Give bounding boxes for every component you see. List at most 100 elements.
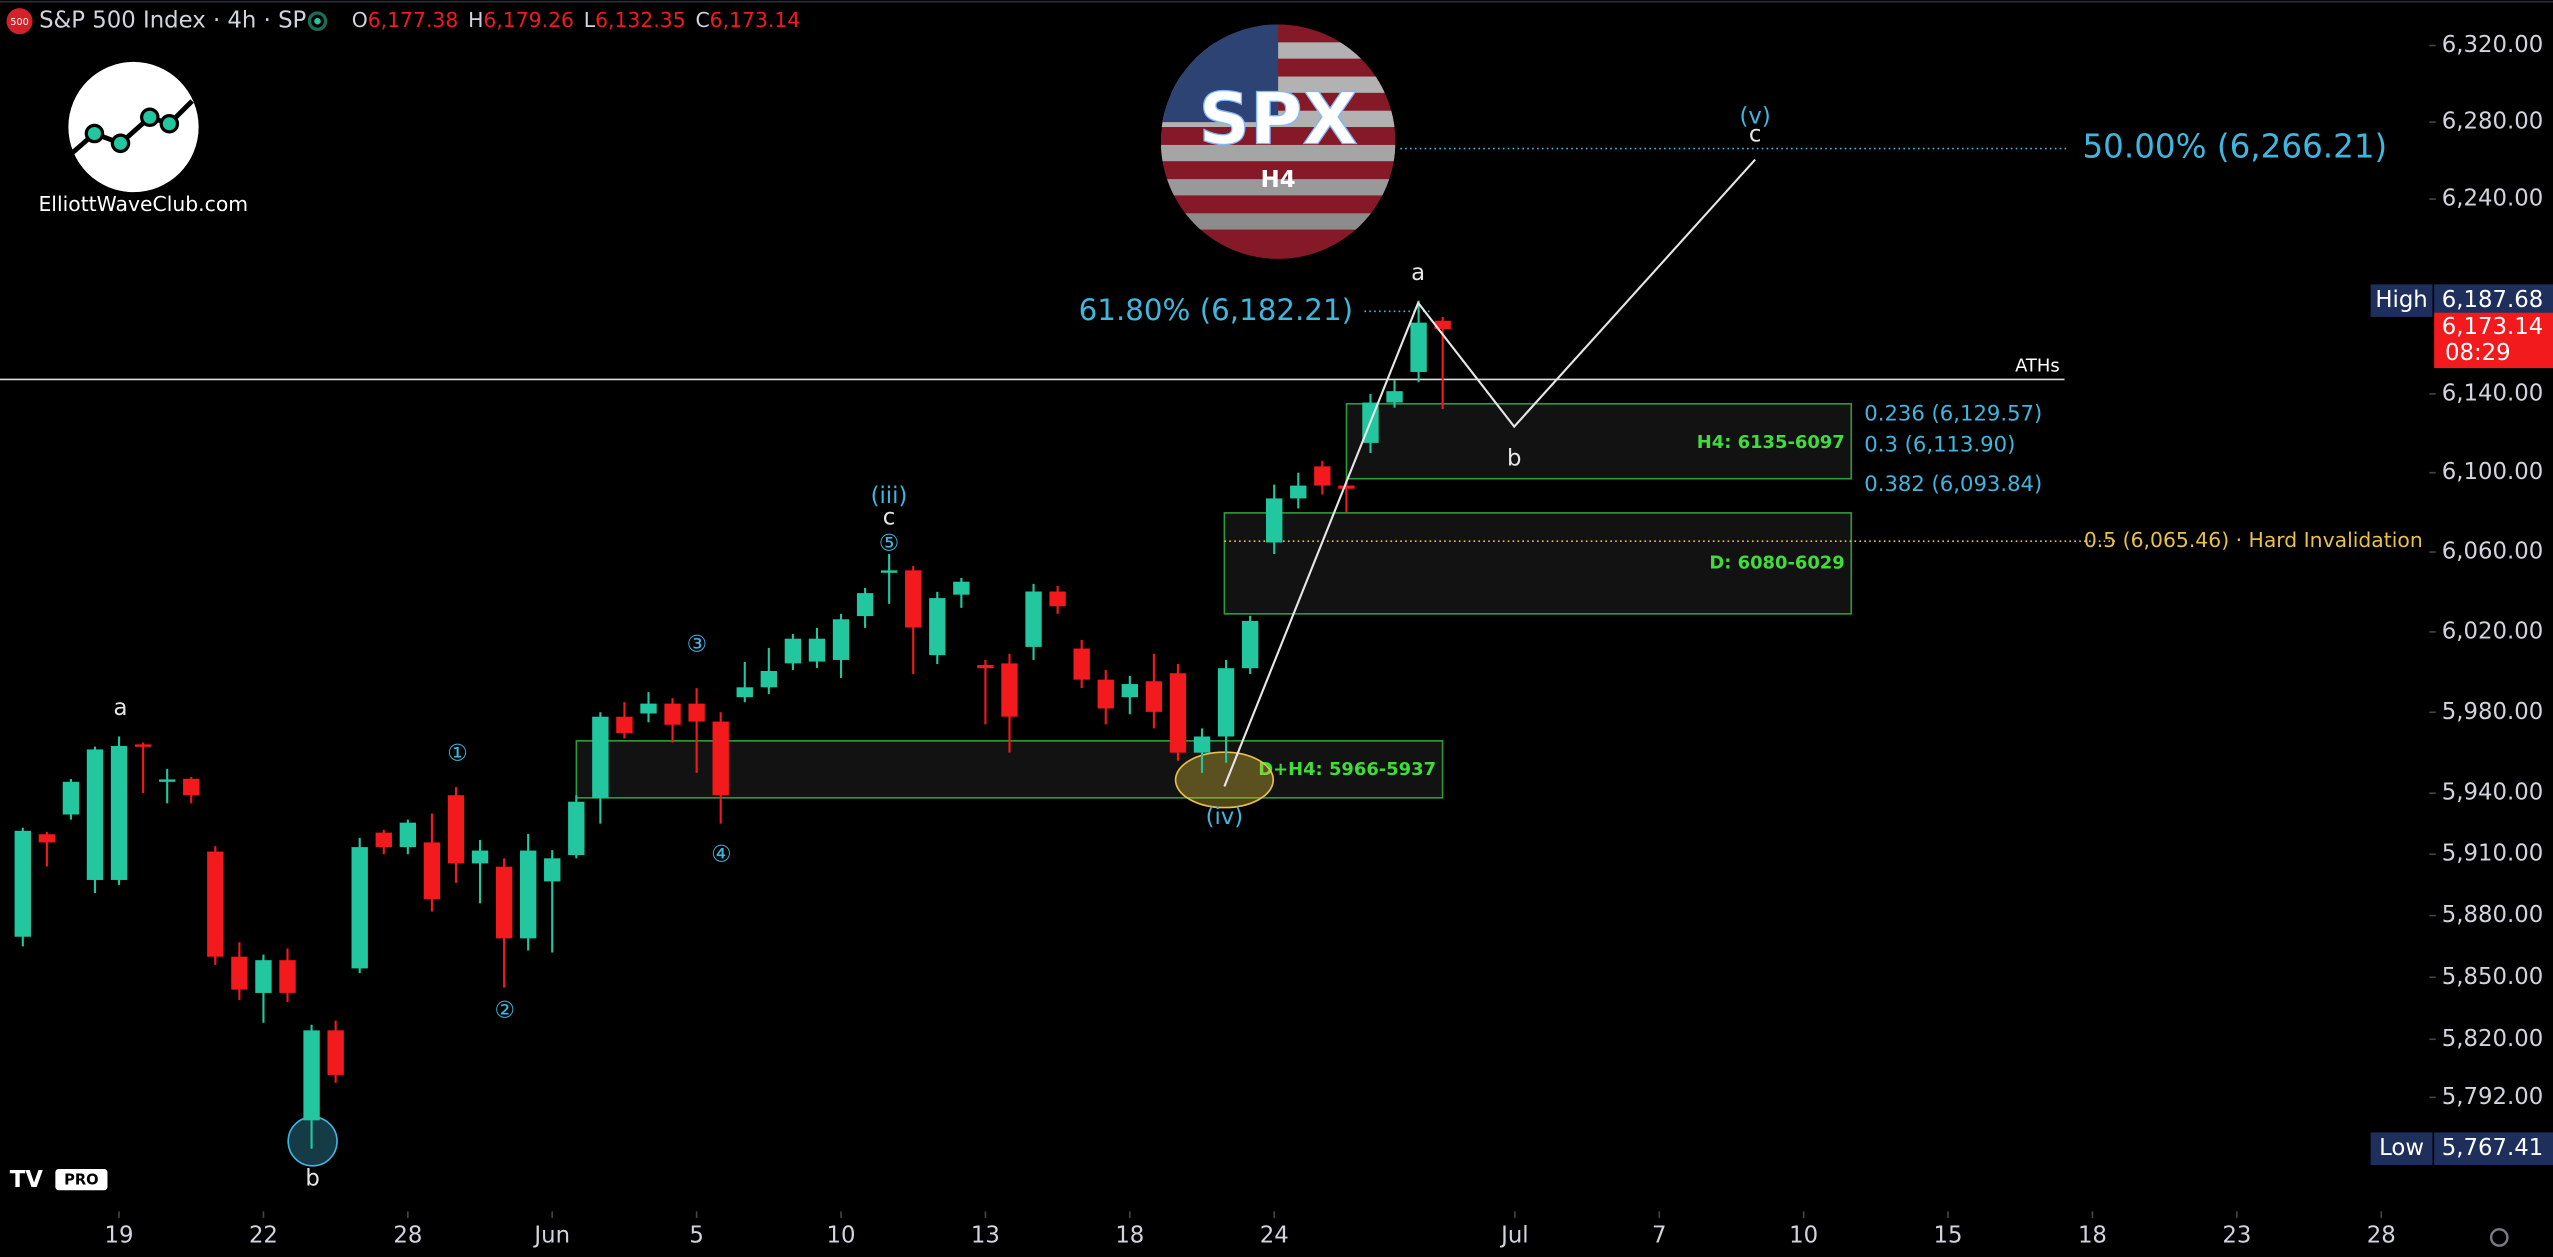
wave-label: ⑤	[879, 530, 899, 556]
candle-body	[760, 671, 778, 688]
price-marker-box	[2370, 1132, 2433, 1165]
y-tick-label: 6,100.00	[2442, 459, 2543, 485]
y-tick-label: 6,140.00	[2442, 380, 2543, 406]
candle-body	[134, 744, 152, 747]
price-marker-value: 6,187.68	[2442, 287, 2543, 313]
candle-body	[905, 570, 922, 628]
y-tick-label: 5,880.00	[2442, 902, 2543, 928]
candle-body	[447, 795, 465, 864]
y-tick-label: 5,850.00	[2442, 964, 2543, 990]
candle-body	[471, 850, 489, 864]
candle-body	[327, 1030, 344, 1075]
spx-logo-text: SPX	[1198, 77, 1357, 160]
wave-label: ④	[711, 841, 731, 867]
y-tick-label: 6,240.00	[2442, 186, 2543, 212]
candle-body	[1145, 681, 1163, 712]
site-logo-dot	[140, 107, 160, 128]
wave-label: a	[1411, 260, 1425, 286]
fib-level-label: 50.00% (6,266.21)	[2082, 128, 2387, 166]
x-tick-label: 10	[827, 1222, 856, 1248]
ohlc-key: O	[352, 8, 368, 32]
candle-body	[953, 581, 970, 595]
x-tick-label: 18	[2078, 1222, 2107, 1248]
candle-body	[375, 832, 392, 848]
candle-body	[159, 779, 176, 782]
x-tick-label: 13	[971, 1222, 1000, 1248]
candle-body	[1169, 673, 1187, 753]
candle-body	[1217, 668, 1235, 737]
fib-level-label: 61.80% (6,182.21)	[1079, 293, 1353, 327]
candle-body	[399, 822, 417, 848]
spx-logo-timeframe: H4	[1261, 167, 1296, 193]
tv-pro-text: PRO	[64, 1171, 98, 1188]
y-tick-label: 6,020.00	[2442, 618, 2543, 644]
x-tick-label: 10	[1789, 1222, 1818, 1248]
price-marker-value: 5,767.41	[2442, 1135, 2543, 1161]
ohlc-key: L	[584, 8, 596, 32]
price-marker-label: Low	[2379, 1135, 2424, 1161]
site-logo	[68, 61, 199, 193]
candle-body	[14, 830, 31, 937]
site-logo-dot	[110, 133, 131, 154]
symbol-icon-text: 500	[10, 17, 29, 28]
candle-body	[832, 619, 850, 660]
ohlc-value: 6,177.38	[368, 8, 459, 32]
candle-body	[110, 745, 128, 880]
candle-body	[1290, 485, 1307, 499]
last-price-box	[2434, 312, 2553, 369]
candle-body	[1193, 736, 1211, 753]
candle-body	[1410, 322, 1427, 372]
y-tick-label: 5,792.00	[2442, 1084, 2543, 1110]
spx-logo	[1160, 24, 1396, 259]
candle-body	[880, 570, 898, 573]
candle-body	[519, 850, 537, 939]
ohlc-key: C	[695, 8, 709, 32]
candle-body	[303, 1030, 320, 1121]
candle-body	[1434, 320, 1451, 330]
x-tick-label: Jun	[532, 1222, 570, 1248]
wave-label: a	[114, 695, 128, 721]
candle-body	[640, 703, 657, 714]
candle-body	[38, 834, 56, 843]
fib-level-label: 0.5 (6,065.46) · Hard Invalidation	[2084, 528, 2423, 552]
x-tick-label: 15	[1934, 1222, 1963, 1248]
candle-body	[664, 703, 681, 725]
wave-label: ②	[495, 998, 515, 1024]
ohlc-value: 6,173.14	[710, 8, 801, 32]
candle-body	[929, 598, 946, 656]
price-marker-value-box	[2434, 284, 2553, 317]
candle-body	[1025, 591, 1042, 647]
candle-body	[86, 749, 104, 880]
candle-body	[1097, 679, 1114, 709]
candle-body	[1266, 498, 1283, 543]
header-ohlc: O6,177.38 H6,179.26 L6,132.35 C6,173.14	[352, 8, 801, 32]
y-tick-label: 6,060.00	[2442, 539, 2543, 565]
candle-body	[351, 847, 368, 969]
ohlc-key: H	[468, 8, 483, 32]
candle-body	[231, 956, 248, 990]
candle-body	[183, 778, 200, 796]
price-marker-label: High	[2375, 287, 2427, 313]
fib-level-label: 0.236 (6,129.57)	[1864, 400, 2042, 425]
symbol-icon	[6, 8, 33, 35]
wave-label: ③	[687, 631, 707, 657]
candle-body	[1049, 591, 1066, 607]
wave-label: (iii)	[871, 483, 908, 509]
settings-icon[interactable]	[2489, 1228, 2509, 1247]
y-tick-label: 6,320.00	[2442, 32, 2543, 58]
x-tick-label: 18	[1115, 1222, 1144, 1248]
wave-highlight	[1174, 751, 1275, 809]
wave-label: c	[883, 504, 896, 530]
candle-body	[1386, 391, 1403, 403]
ath-label: ATHs	[2015, 355, 2060, 376]
candle-body	[977, 664, 994, 669]
wave-label: (iv)	[1206, 804, 1244, 830]
y-tick-label: 6,280.00	[2442, 109, 2543, 135]
zone-label: D+H4: 5966-5937	[1258, 759, 1436, 780]
zone-label: D: 6080-6029	[1709, 552, 1844, 573]
candle-body	[207, 851, 224, 957]
wave-label: ①	[447, 740, 467, 766]
x-tick-label: 24	[1260, 1222, 1289, 1248]
x-tick-label: 22	[249, 1222, 278, 1248]
tv-logo: TV	[10, 1167, 44, 1193]
